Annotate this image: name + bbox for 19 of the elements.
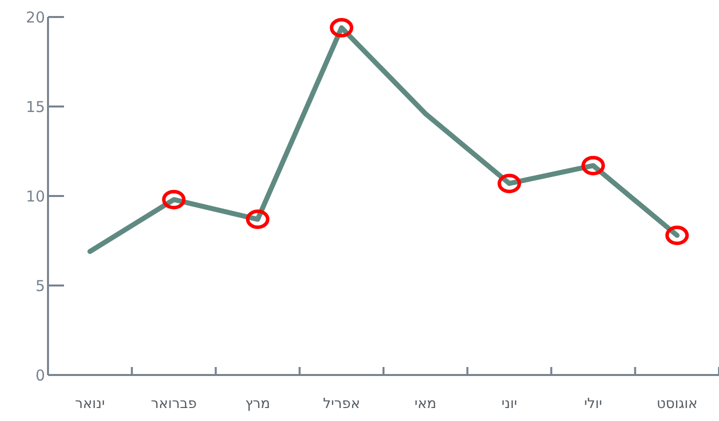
x-tick-label: יוני: [501, 396, 518, 412]
y-tick-label: 0: [35, 366, 45, 384]
y-tick-label: 20: [26, 8, 45, 26]
x-tick-label: אוגוסט: [656, 396, 698, 412]
point: [162, 190, 186, 210]
x-tick-label: יולי: [584, 396, 602, 412]
x-tick-label: אפריל: [323, 396, 360, 412]
point: [665, 226, 689, 246]
x-tick-label: מרץ: [245, 396, 270, 412]
x-tick-label: ינואר: [75, 396, 105, 412]
y-tick-label: 10: [26, 187, 45, 206]
x-tick-label: מאי: [414, 396, 436, 412]
x-tick-label: פברואר: [150, 396, 197, 412]
point: [330, 18, 354, 38]
point: [581, 156, 605, 176]
y-tick-label: 15: [26, 98, 45, 116]
point: [246, 210, 270, 230]
point: [498, 174, 522, 194]
y-tick-label: 5: [35, 276, 45, 295]
